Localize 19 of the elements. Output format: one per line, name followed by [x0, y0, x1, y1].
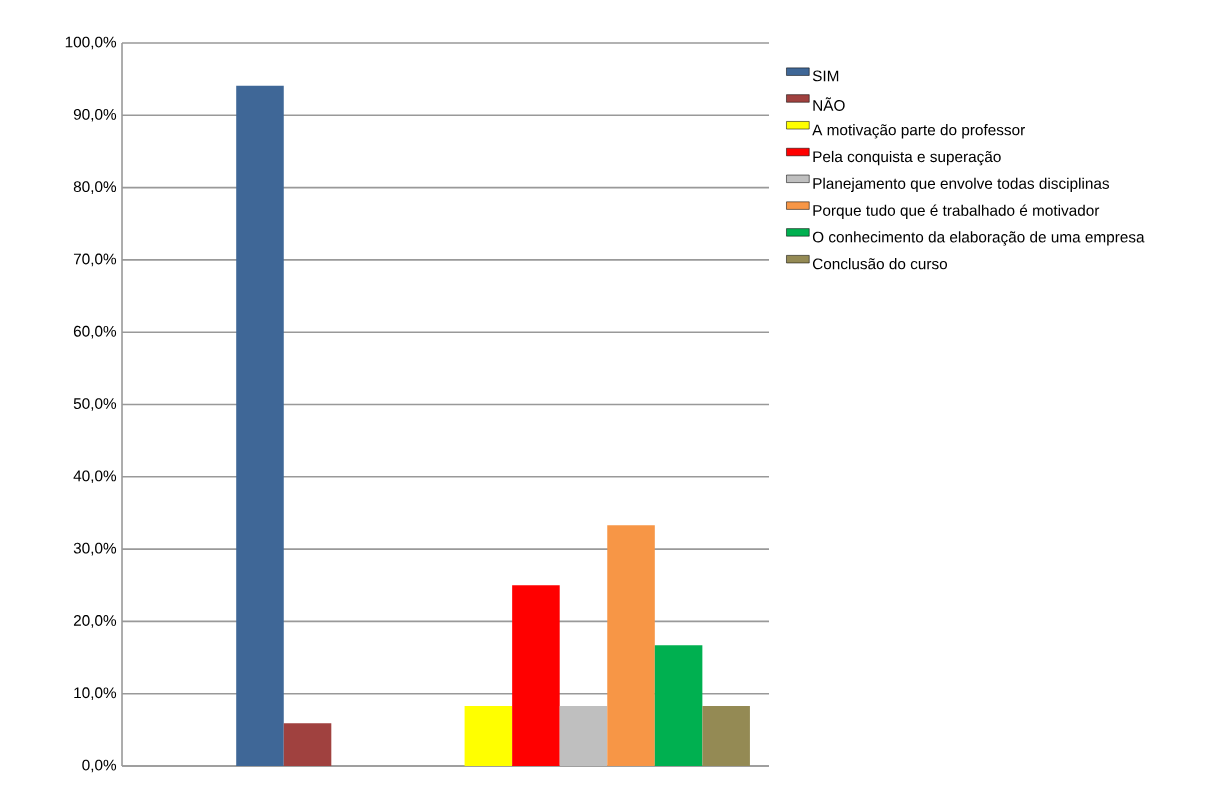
y-tick-label: 100,0%	[65, 36, 117, 50]
legend-label: A motivação parte do professor	[812, 124, 1025, 139]
legend-label: Conclusão do curso	[812, 258, 948, 270]
legend-label: SIM	[812, 70, 839, 82]
legend-label: Porque tudo que é trabalhado é motivador	[813, 204, 1100, 219]
legend-label: O conhecimento da elaboração de uma empresa	[812, 231, 1145, 246]
legend-label: Pela conquista e superação	[813, 150, 1001, 166]
legend-label: NÃO	[813, 97, 845, 111]
y-tick-label: 80,0%	[73, 181, 117, 194]
y-tick-label: 60,0%	[73, 325, 117, 339]
y-tick-label: 20,0%	[73, 615, 117, 628]
y-tick-label: 50,0%	[73, 398, 117, 411]
y-tick-label: 90,0%	[73, 108, 117, 122]
legend-label: Planejamento que envolve todas disciplinas	[813, 177, 1110, 192]
y-tick-label: 70,0%	[73, 253, 117, 267]
y-tick-label: 30,0%	[73, 542, 117, 556]
y-tick-label: 0,0%	[82, 759, 117, 773]
y-tick-label: 10,0%	[74, 687, 117, 701]
y-tick-label: 40,0%	[73, 470, 117, 484]
